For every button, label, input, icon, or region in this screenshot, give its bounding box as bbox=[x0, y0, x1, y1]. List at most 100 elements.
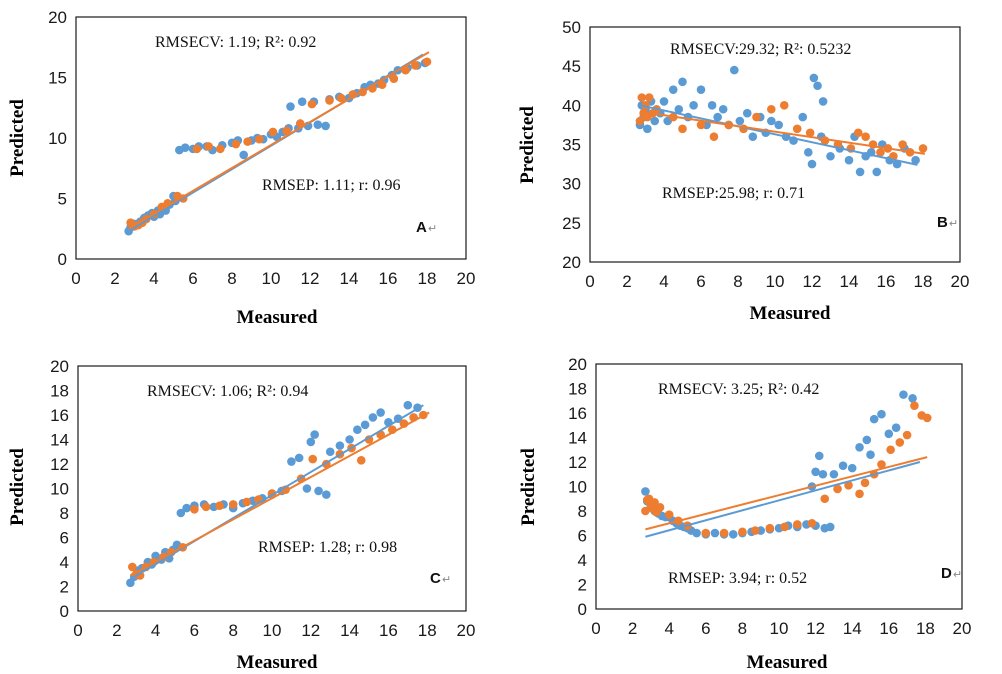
panel-c-calibration-fit-line bbox=[129, 404, 424, 581]
panel-d-prediction-point bbox=[886, 445, 895, 455]
panel-c-calibration-point bbox=[176, 508, 186, 518]
panel-d-calibration-point bbox=[728, 529, 738, 539]
panel-b-calibration-point bbox=[813, 81, 822, 91]
panel-c-prediction-point bbox=[364, 435, 374, 444]
panel-a-x-tick-label: 8 bbox=[227, 269, 236, 288]
panel-b-calibration-point bbox=[807, 159, 817, 169]
panel-d-y-tick-label: 18 bbox=[568, 380, 587, 399]
panel-a-return-mark: ↵ bbox=[428, 223, 437, 235]
panel-b-prediction-point bbox=[898, 140, 907, 149]
panel-a-y-tick-label: 20 bbox=[48, 8, 67, 27]
panel-b-x-tick-label: 14 bbox=[840, 272, 859, 291]
panel-a-stat-top: RMSECV: 1.19; R²: 0.92 bbox=[155, 34, 316, 51]
panel-a-calibration-point bbox=[297, 97, 307, 106]
panel-a-calibration-point bbox=[239, 150, 248, 160]
panel-b-calibration-point bbox=[707, 101, 717, 110]
panel-d-x-tick-label: 8 bbox=[738, 619, 747, 638]
panel-b-y-title: Predicted bbox=[517, 106, 538, 184]
panel-b-prediction-point bbox=[678, 124, 687, 134]
panel-a-prediction-point bbox=[336, 93, 346, 103]
panel-a-x-tick-label: 20 bbox=[457, 269, 476, 288]
panel-d-return-mark: ↵ bbox=[953, 569, 962, 581]
panel-a-marks: 0 2 4 6 8 10 12 14 16 18 20 0 5 10 15 20 bbox=[48, 8, 475, 288]
panel-c-calibration-point bbox=[368, 413, 378, 422]
panel-b-marks: 0 2 4 6 8 10 12 14 16 18 20 20 25 30 35 40 45 50 bbox=[562, 18, 969, 291]
panel-a-y-title: Predicted bbox=[7, 99, 28, 177]
panel-d-calibration-point bbox=[891, 423, 901, 433]
panel-d-x-tick-label: 12 bbox=[806, 619, 825, 638]
panel-a-prediction-point bbox=[411, 61, 420, 70]
panel-a-x-tick-label: 16 bbox=[379, 269, 398, 288]
panel-c-y-tick-label: 16 bbox=[50, 406, 69, 425]
panel-d-x-tick-label: 20 bbox=[953, 619, 972, 638]
panel-c-y-tick-label: 8 bbox=[60, 504, 69, 523]
panel-b-prediction-point bbox=[779, 101, 789, 110]
panel-d: 0 2 4 6 8 10 12 14 16 18 20 0 2 4 6 8 10 12 14 16 18 20 RMSEC… bbox=[518, 355, 971, 673]
panel-c-prediction-point bbox=[242, 497, 252, 507]
panel-b-letter: B bbox=[937, 214, 948, 231]
panel-a-calibration-point bbox=[180, 143, 190, 152]
panel-a-calibration-point bbox=[286, 102, 295, 111]
panel-b-x-tick-label: 16 bbox=[877, 272, 896, 291]
panel-a-calibration-point bbox=[321, 121, 330, 131]
panel-b-calibration-point bbox=[748, 132, 758, 141]
panel-a-prediction-point bbox=[282, 126, 291, 136]
panel-c-y-tick-label: 6 bbox=[60, 529, 69, 548]
panel-d-x-title: Measured bbox=[747, 652, 828, 673]
panel-b-calibration-point bbox=[818, 97, 828, 106]
panel-d-y-tick-label: 8 bbox=[578, 502, 587, 521]
panel-a-prediction-point bbox=[192, 144, 202, 154]
panel-c-prediction-point bbox=[190, 505, 199, 514]
panel-d-calibration-point bbox=[866, 450, 875, 459]
panel-d-y-tick-label: 16 bbox=[568, 404, 587, 423]
panel-b-calibration-point bbox=[774, 120, 783, 130]
panel-d-stat-bottom: RMSEP: 3.94; r: 0.52 bbox=[668, 570, 807, 587]
panel-c-calibration-point bbox=[360, 420, 370, 430]
panel-d-calibration-point bbox=[908, 394, 917, 403]
panel-b-prediction-point bbox=[767, 104, 776, 114]
panel-c-letter: C bbox=[430, 570, 441, 587]
panel-b-prediction-point bbox=[752, 112, 761, 122]
panel-c-prediction-point bbox=[356, 456, 366, 465]
panel-d-prediction-point bbox=[820, 494, 830, 504]
panel-d-prediction-point bbox=[650, 498, 659, 507]
panel-c-prediction-point bbox=[128, 562, 137, 572]
panel-a-prediction-fit-line bbox=[128, 51, 430, 230]
panel-d-y-tick-label: 6 bbox=[578, 527, 587, 546]
panel-d-prediction-point bbox=[855, 489, 864, 499]
panel-c-calibration-point bbox=[353, 425, 362, 435]
panel-d-calibration-point bbox=[899, 390, 908, 399]
panel-b-calibration-point bbox=[674, 104, 684, 114]
panel-c-prediction-point bbox=[135, 571, 145, 580]
panel-b-calibration-point bbox=[742, 108, 752, 118]
panel-d-prediction-point bbox=[780, 522, 789, 532]
panel-d-prediction-point bbox=[895, 438, 905, 447]
panel-a-prediction-point bbox=[254, 134, 264, 144]
panel-d-letter: D bbox=[941, 565, 952, 582]
panel-d-frame bbox=[595, 363, 963, 610]
panel-c-calibration-point bbox=[287, 457, 296, 466]
panel-d-x-tick-label: 16 bbox=[879, 619, 898, 638]
panel-b-x-tick-label: 10 bbox=[766, 272, 785, 291]
panel-b-y-tick-label: 30 bbox=[562, 175, 581, 194]
panel-b-prediction-point bbox=[853, 128, 863, 138]
panel-c-x-tick-label: 16 bbox=[379, 621, 398, 640]
panel-c-x-tick-label: 12 bbox=[301, 621, 320, 640]
panel-d-calibration-point bbox=[829, 469, 839, 479]
panel-b-x-tick-label: 8 bbox=[733, 272, 742, 291]
panel-d-x-tick-label: 14 bbox=[843, 619, 862, 638]
panel-b-prediction-point bbox=[861, 132, 870, 141]
panel-b: 0 2 4 6 8 10 12 14 16 18 20 20 25 30 35 40 45 50 RMSECV:2… bbox=[517, 18, 969, 324]
panel-a-prediction-point bbox=[325, 96, 334, 105]
panel-b-calibration-point bbox=[855, 167, 865, 177]
panel-d-x-tick-label: 0 bbox=[591, 619, 600, 638]
panel-c-calibration-point bbox=[335, 441, 345, 450]
panel-c-y-tick-label: 14 bbox=[50, 431, 69, 450]
panel-a-prediction-point bbox=[216, 144, 225, 154]
panel-b-prediction-point bbox=[805, 128, 815, 138]
panel-b-calibration-point bbox=[650, 116, 660, 126]
panel-b-stat-top: RMSECV:29.32; R²: 0.5232 bbox=[670, 41, 851, 58]
panel-b-calibration-point bbox=[826, 151, 835, 161]
panel-d-x-tick-label: 4 bbox=[664, 619, 673, 638]
